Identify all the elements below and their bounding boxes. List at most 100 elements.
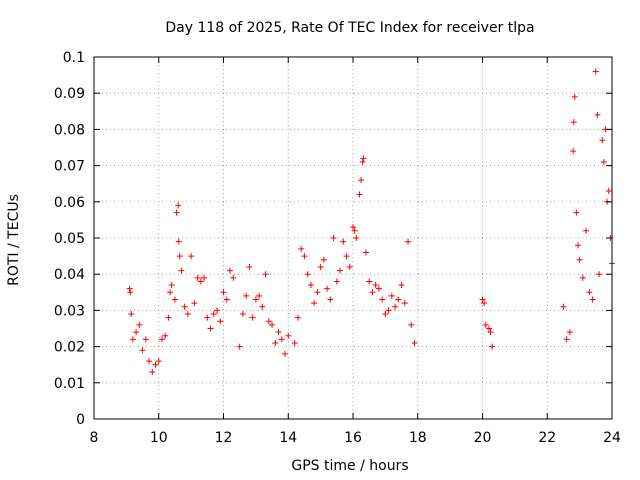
data-point: [375, 285, 382, 292]
data-point: [570, 119, 577, 126]
data-point: [142, 336, 149, 343]
data-point: [351, 227, 358, 234]
data-point: [369, 289, 376, 296]
data-point: [479, 296, 486, 303]
y-tick-label: 0.06: [54, 195, 85, 211]
data-point: [133, 329, 140, 336]
data-point: [346, 263, 353, 270]
data-point: [259, 303, 266, 310]
data-point: [583, 227, 590, 234]
data-point: [178, 267, 185, 274]
data-point: [600, 158, 607, 165]
data-point: [358, 177, 365, 184]
data-point: [149, 368, 156, 375]
data-point: [589, 296, 596, 303]
x-tick-label: 24: [603, 430, 621, 446]
data-point: [575, 242, 582, 249]
data-point: [314, 289, 321, 296]
data-point: [350, 224, 356, 231]
data-point: [210, 311, 217, 318]
data-point: [294, 314, 301, 321]
data-point: [333, 278, 340, 285]
data-point: [592, 68, 599, 75]
data-point: [594, 111, 601, 118]
data-point: [236, 343, 243, 350]
data-point: [301, 253, 308, 260]
y-tick-label: 0.03: [54, 303, 85, 319]
data-point: [194, 274, 201, 281]
data-point: [570, 148, 577, 155]
data-point: [599, 137, 606, 144]
data-point: [239, 311, 246, 318]
data-point: [176, 253, 183, 260]
x-tick-label: 18: [409, 430, 427, 446]
data-point: [188, 253, 195, 260]
data-point: [184, 311, 191, 318]
data-point: [256, 292, 263, 299]
data-point: [366, 278, 373, 285]
data-point: [398, 282, 405, 289]
data-point: [129, 336, 136, 343]
data-point: [405, 238, 412, 245]
data-point: [223, 296, 230, 303]
x-tick-label: 20: [474, 430, 492, 446]
data-point: [128, 311, 135, 318]
data-point: [181, 303, 188, 310]
data-point: [379, 296, 386, 303]
data-point: [605, 187, 612, 194]
data-point: [162, 332, 169, 339]
data-point: [272, 339, 279, 346]
y-axis-tick-labels: 0 0.01 0.02 0.03 0.04 0.05 0.06 0.07 0.08 0.09 0.1: [54, 50, 85, 428]
y-tick-label: 0.1: [63, 50, 85, 66]
data-point: [320, 256, 327, 263]
data-point: [220, 289, 227, 296]
data-point: [395, 296, 402, 303]
data-point: [298, 245, 305, 252]
data-point: [573, 209, 580, 216]
data-point: [167, 289, 174, 296]
data-point: [359, 158, 366, 165]
y-tick-label: 0.05: [54, 231, 85, 247]
x-tick-label: 16: [344, 430, 362, 446]
data-point: [246, 263, 253, 270]
data-point: [324, 285, 331, 292]
data-point: [175, 238, 182, 245]
data-point: [262, 271, 269, 278]
data-point: [249, 314, 256, 321]
data-points: [126, 68, 615, 375]
data-point: [482, 321, 489, 328]
y-tick-label: 0.07: [54, 159, 85, 175]
data-point: [136, 321, 143, 328]
data-point: [127, 289, 134, 296]
y-tick-label: 0.09: [54, 86, 85, 102]
data-point: [155, 358, 162, 365]
grid: [94, 57, 612, 419]
data-point: [566, 329, 573, 336]
data-point: [356, 191, 363, 198]
data-point: [388, 292, 395, 299]
x-axis-label: GPS time / hours: [291, 458, 408, 474]
data-point: [385, 307, 392, 314]
data-point: [171, 296, 178, 303]
y-tick-label: 0.02: [54, 340, 85, 356]
data-point: [230, 274, 237, 281]
data-point: [408, 321, 415, 328]
data-point: [173, 209, 180, 216]
data-point: [165, 314, 172, 321]
y-tick-label: 0.04: [54, 267, 85, 283]
data-point: [337, 267, 344, 274]
data-point: [304, 271, 311, 278]
data-point: [311, 300, 318, 307]
data-point: [152, 361, 159, 368]
data-point: [265, 318, 272, 325]
x-tick-label: 22: [538, 430, 556, 446]
data-point: [360, 155, 367, 162]
data-point: [275, 329, 282, 336]
data-point: [126, 285, 133, 292]
y-tick-label: 0.01: [54, 376, 85, 392]
x-axis-tick-labels: 8 10 12 14 16 18 20 22 24: [90, 430, 621, 446]
data-point: [226, 267, 233, 274]
data-point: [278, 336, 285, 343]
data-point: [282, 350, 289, 357]
y-axis-label: ROTI / TECUs: [6, 194, 22, 286]
